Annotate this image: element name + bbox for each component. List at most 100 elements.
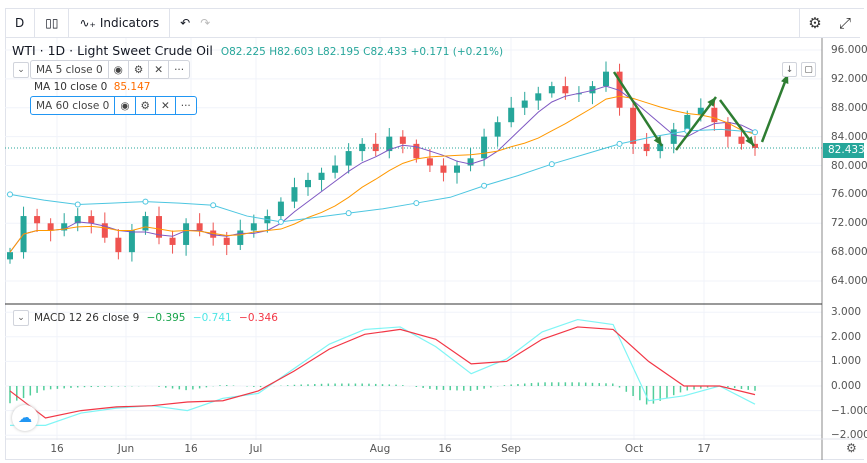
macd-legend[interactable]: MACD 12 26 close 9 −0.395 −0.741 −0.346 xyxy=(34,312,278,324)
candle xyxy=(589,86,596,94)
candle xyxy=(169,237,176,245)
price-axis-label: 68.000 xyxy=(831,246,867,259)
gear-icon[interactable]: ⚙ xyxy=(129,61,150,78)
redo-button[interactable]: ↷ xyxy=(200,8,220,38)
candle xyxy=(440,165,447,173)
indicators-label: Indicators xyxy=(99,15,160,30)
change-value: +0.171 (+0.21%) xyxy=(410,46,504,58)
indicator-ma10[interactable]: MA 10 close 0 85.147 xyxy=(34,81,150,94)
symbol-title: WTI · 1D · Light Sweet Crude Oil xyxy=(12,43,213,58)
candle xyxy=(481,136,488,159)
candle xyxy=(156,216,162,238)
candle xyxy=(562,86,569,94)
logo-icon: ☁ xyxy=(12,405,38,431)
macd-axis-label: 3.000 xyxy=(831,306,862,319)
candle xyxy=(318,172,325,180)
settings-button[interactable]: ⚙ xyxy=(800,8,830,38)
macd-axis-label: 0.000 xyxy=(831,380,862,392)
indicator-value: 85.147 xyxy=(113,81,151,93)
ma10-line xyxy=(9,95,756,253)
macd-signal-value: −0.346 xyxy=(239,312,278,324)
indicator-label: MA 5 close 0 xyxy=(31,61,109,78)
candle xyxy=(643,143,650,152)
eye-icon[interactable]: ◉ xyxy=(115,97,136,114)
open-value: O82.225 xyxy=(220,46,266,58)
candle xyxy=(697,107,704,115)
time-axis-label: 16 xyxy=(438,443,452,455)
indicator-ma5[interactable]: MA 5 close 0 ◉ ⚙ ✕ ··· xyxy=(30,60,191,79)
time-axis-label: 17 xyxy=(697,443,711,455)
candle xyxy=(332,165,339,173)
fullscreen-icon: ⤢ xyxy=(838,14,851,32)
time-axis-label: Sep xyxy=(501,443,521,455)
candle xyxy=(467,158,474,166)
scroll-to-latest-button[interactable]: ↓ xyxy=(782,62,797,77)
reset-icon: ▢ xyxy=(804,64,813,75)
more-icon[interactable]: ··· xyxy=(180,99,191,112)
candle xyxy=(372,143,379,152)
ma60-marker xyxy=(277,218,284,225)
collapse-legend-button[interactable]: ⌄ xyxy=(13,62,29,78)
last-price-label: 82.433 xyxy=(823,143,865,158)
annotation-arrow xyxy=(760,73,790,143)
indicator-ma60[interactable]: MA 60 close 0 ◉ ⚙ ✕ ··· xyxy=(30,96,197,115)
candle xyxy=(724,122,731,137)
gear-icon[interactable]: ⚙ xyxy=(136,97,156,114)
ohlc-values: O82.225 H82.603 L82.195 C82.433 +0.171 (… xyxy=(221,46,503,58)
undo-icon: ↶ xyxy=(180,15,191,30)
chart-type-button[interactable]: ▯▯ xyxy=(35,7,70,38)
macd-hist-value: −0.395 xyxy=(146,312,186,324)
close-icon[interactable]: ✕ xyxy=(149,61,170,78)
price-axis-label: 72.000 xyxy=(831,217,867,230)
candle xyxy=(670,129,677,144)
candle xyxy=(183,223,190,245)
top-toolbar: D ▯▯ ∿₊ Indicators ↶ ↷ ⚙ ⤢ xyxy=(5,7,860,38)
fullscreen-button[interactable]: ⤢ xyxy=(830,8,860,38)
price-axis-label: 76.000 xyxy=(831,188,867,201)
candle xyxy=(7,252,13,260)
macd-axis-label: −2.000 xyxy=(831,429,867,442)
candle xyxy=(277,201,284,217)
annotation-arrow xyxy=(612,71,664,147)
close-icon[interactable]: ✕ xyxy=(156,97,176,114)
more-icon[interactable]: ··· xyxy=(174,63,185,76)
ma60-marker xyxy=(548,161,555,168)
ma60-marker xyxy=(7,191,13,198)
annotation-arrowhead xyxy=(745,136,754,146)
time-axis-label: Jun xyxy=(117,443,135,455)
reset-chart-button[interactable]: ▢ xyxy=(801,62,816,77)
candle xyxy=(386,136,393,152)
ma60-marker xyxy=(481,182,488,189)
candle xyxy=(115,237,122,253)
eye-icon[interactable]: ◉ xyxy=(109,61,129,78)
candle xyxy=(101,223,108,238)
candle xyxy=(305,179,311,188)
candle xyxy=(196,223,203,231)
undo-button[interactable]: ↶ xyxy=(170,8,200,38)
candle xyxy=(494,122,501,137)
ma60-marker xyxy=(142,198,149,205)
ma60-marker xyxy=(345,210,352,217)
time-axis-label: 16 xyxy=(184,443,198,455)
interval-button[interactable]: D xyxy=(5,7,36,38)
indicator-label: MA 10 close 0 xyxy=(34,81,108,93)
candle xyxy=(34,216,41,224)
ma60-marker xyxy=(616,140,623,147)
candle xyxy=(508,107,515,123)
candle xyxy=(399,136,406,144)
macd-axis-label: 2.000 xyxy=(831,330,862,343)
price-axis-label: 96.000 xyxy=(831,44,867,56)
time-axis-label: 16 xyxy=(50,443,64,455)
ma60-marker xyxy=(74,201,81,208)
candles-icon: ▯▯ xyxy=(45,15,59,30)
ma60-marker xyxy=(210,202,217,209)
candle xyxy=(657,143,664,152)
candle xyxy=(521,100,528,108)
candle xyxy=(47,223,54,231)
axis-settings-icon[interactable]: ⚙ xyxy=(846,441,857,455)
indicators-button[interactable]: ∿₊ Indicators xyxy=(69,7,171,38)
collapse-macd-legend-button[interactable]: ⌄ xyxy=(13,310,29,326)
candle xyxy=(711,107,718,123)
ma60-marker xyxy=(752,129,758,136)
